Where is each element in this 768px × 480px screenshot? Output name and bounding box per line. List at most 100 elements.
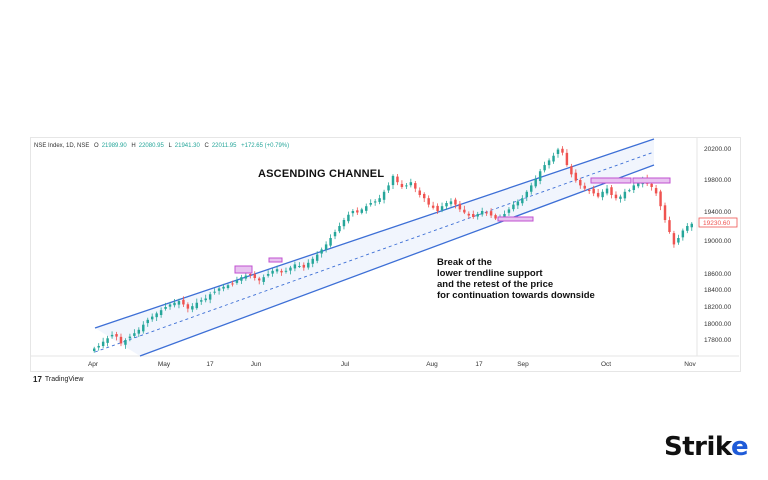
candle-body (530, 185, 533, 192)
candle-body (275, 269, 279, 272)
candle-body (440, 206, 444, 211)
time-tick-label: Sep (517, 361, 529, 368)
candle-body (347, 214, 350, 222)
price-tick-label: 18400.00 (704, 287, 731, 294)
candle-body (583, 185, 586, 189)
time-tick-label: Aug (426, 361, 438, 368)
candle-body (650, 183, 653, 187)
candle-body (101, 341, 105, 347)
channel-midline (94, 151, 655, 353)
candle-body (409, 182, 413, 186)
candle-body (208, 294, 212, 300)
retest-box (497, 216, 534, 222)
candle-body (124, 340, 127, 345)
candle-body (516, 201, 520, 206)
candle-body (369, 203, 372, 205)
candle-body (422, 193, 426, 199)
candle-body (351, 211, 355, 214)
candle-body (521, 198, 524, 204)
candle-body (222, 286, 225, 289)
candle-body (610, 187, 613, 195)
candle-body (302, 264, 306, 268)
time-tick-label: Jun (251, 361, 262, 368)
price-tick-label: 19000.00 (704, 238, 731, 245)
candle-body (360, 209, 364, 213)
symbol-label: NSE Index, 1D, NSE (34, 143, 90, 149)
candle-body (503, 214, 506, 219)
candle-body (405, 185, 408, 187)
candle-body (289, 267, 292, 271)
note-line-4: for continuation towards downside (437, 290, 595, 301)
candle-body (307, 262, 310, 268)
candle-body (454, 199, 457, 205)
candle-body (333, 232, 337, 237)
candle-body (365, 206, 368, 211)
time-tick-label: May (158, 361, 171, 368)
candle-body (235, 280, 239, 283)
retest-box (268, 257, 283, 263)
candle-body (150, 316, 154, 320)
price-tick-label: 18600.00 (704, 271, 731, 278)
price-tick-label: 19800.00 (704, 177, 731, 184)
candle-body (155, 313, 158, 318)
candle-body (628, 190, 631, 192)
candle-body (686, 226, 689, 231)
ohlc-legend: NSE Index, 1D, NSE O 21989.90 H 22080.95 L… (34, 143, 292, 149)
candle-body (668, 220, 671, 232)
candle-body (512, 204, 515, 210)
price-tick-label: 18200.00 (704, 304, 731, 311)
channel-title: ASCENDING CHANNEL (258, 168, 385, 180)
candle-body (142, 324, 145, 332)
low-label: L (168, 143, 172, 149)
candle-body (244, 275, 248, 279)
candle-body (414, 183, 417, 189)
candle-body (525, 191, 529, 198)
low-value: 21941.30 (174, 143, 200, 149)
note-line-3: and the retest of the price (437, 279, 554, 290)
candle-body (659, 191, 662, 207)
candle-body (480, 211, 484, 215)
candle-body (654, 188, 658, 194)
candle-body (574, 172, 578, 181)
candle-body (467, 213, 471, 216)
candle-body (570, 166, 573, 175)
candle-body (168, 304, 172, 307)
candle-body (614, 194, 618, 199)
candle-body (280, 270, 283, 273)
candle-body (485, 212, 488, 214)
candle-body (632, 185, 636, 191)
candle-body (472, 214, 475, 217)
retest-box (632, 177, 671, 184)
retest-box (234, 265, 253, 274)
candle-body (565, 152, 569, 166)
break-note: Break of the lower trendline support and… (437, 257, 595, 301)
candle-body (195, 302, 199, 309)
candle-body (373, 201, 377, 203)
candle-body (146, 319, 149, 324)
candle-body (159, 310, 163, 315)
candle-body (213, 291, 216, 293)
candle-body (324, 244, 328, 250)
candle-body (356, 210, 359, 213)
candle-body (115, 334, 118, 337)
price-tick-label: 19400.00 (704, 209, 731, 216)
tv-logo-icon: 17 (33, 375, 42, 384)
candle-body (133, 333, 136, 336)
lower-trendline (139, 164, 655, 357)
candle-body (445, 203, 448, 207)
tradingview-label: TradingView (44, 376, 84, 383)
candle-body (619, 196, 622, 199)
candle-body (382, 191, 386, 200)
candle-body (249, 274, 252, 275)
time-tick-label: Apr (88, 361, 99, 368)
candle-body (489, 211, 493, 216)
candle-body (547, 160, 551, 166)
candle-body (427, 198, 430, 205)
time-tick-label: 17 (206, 361, 214, 368)
strike-logo: Strike (664, 432, 749, 462)
candle-body (110, 334, 114, 337)
candle-body (191, 306, 194, 310)
candle-body (587, 190, 591, 192)
candle-body (128, 336, 132, 339)
open-value: 21989.90 (101, 143, 127, 149)
